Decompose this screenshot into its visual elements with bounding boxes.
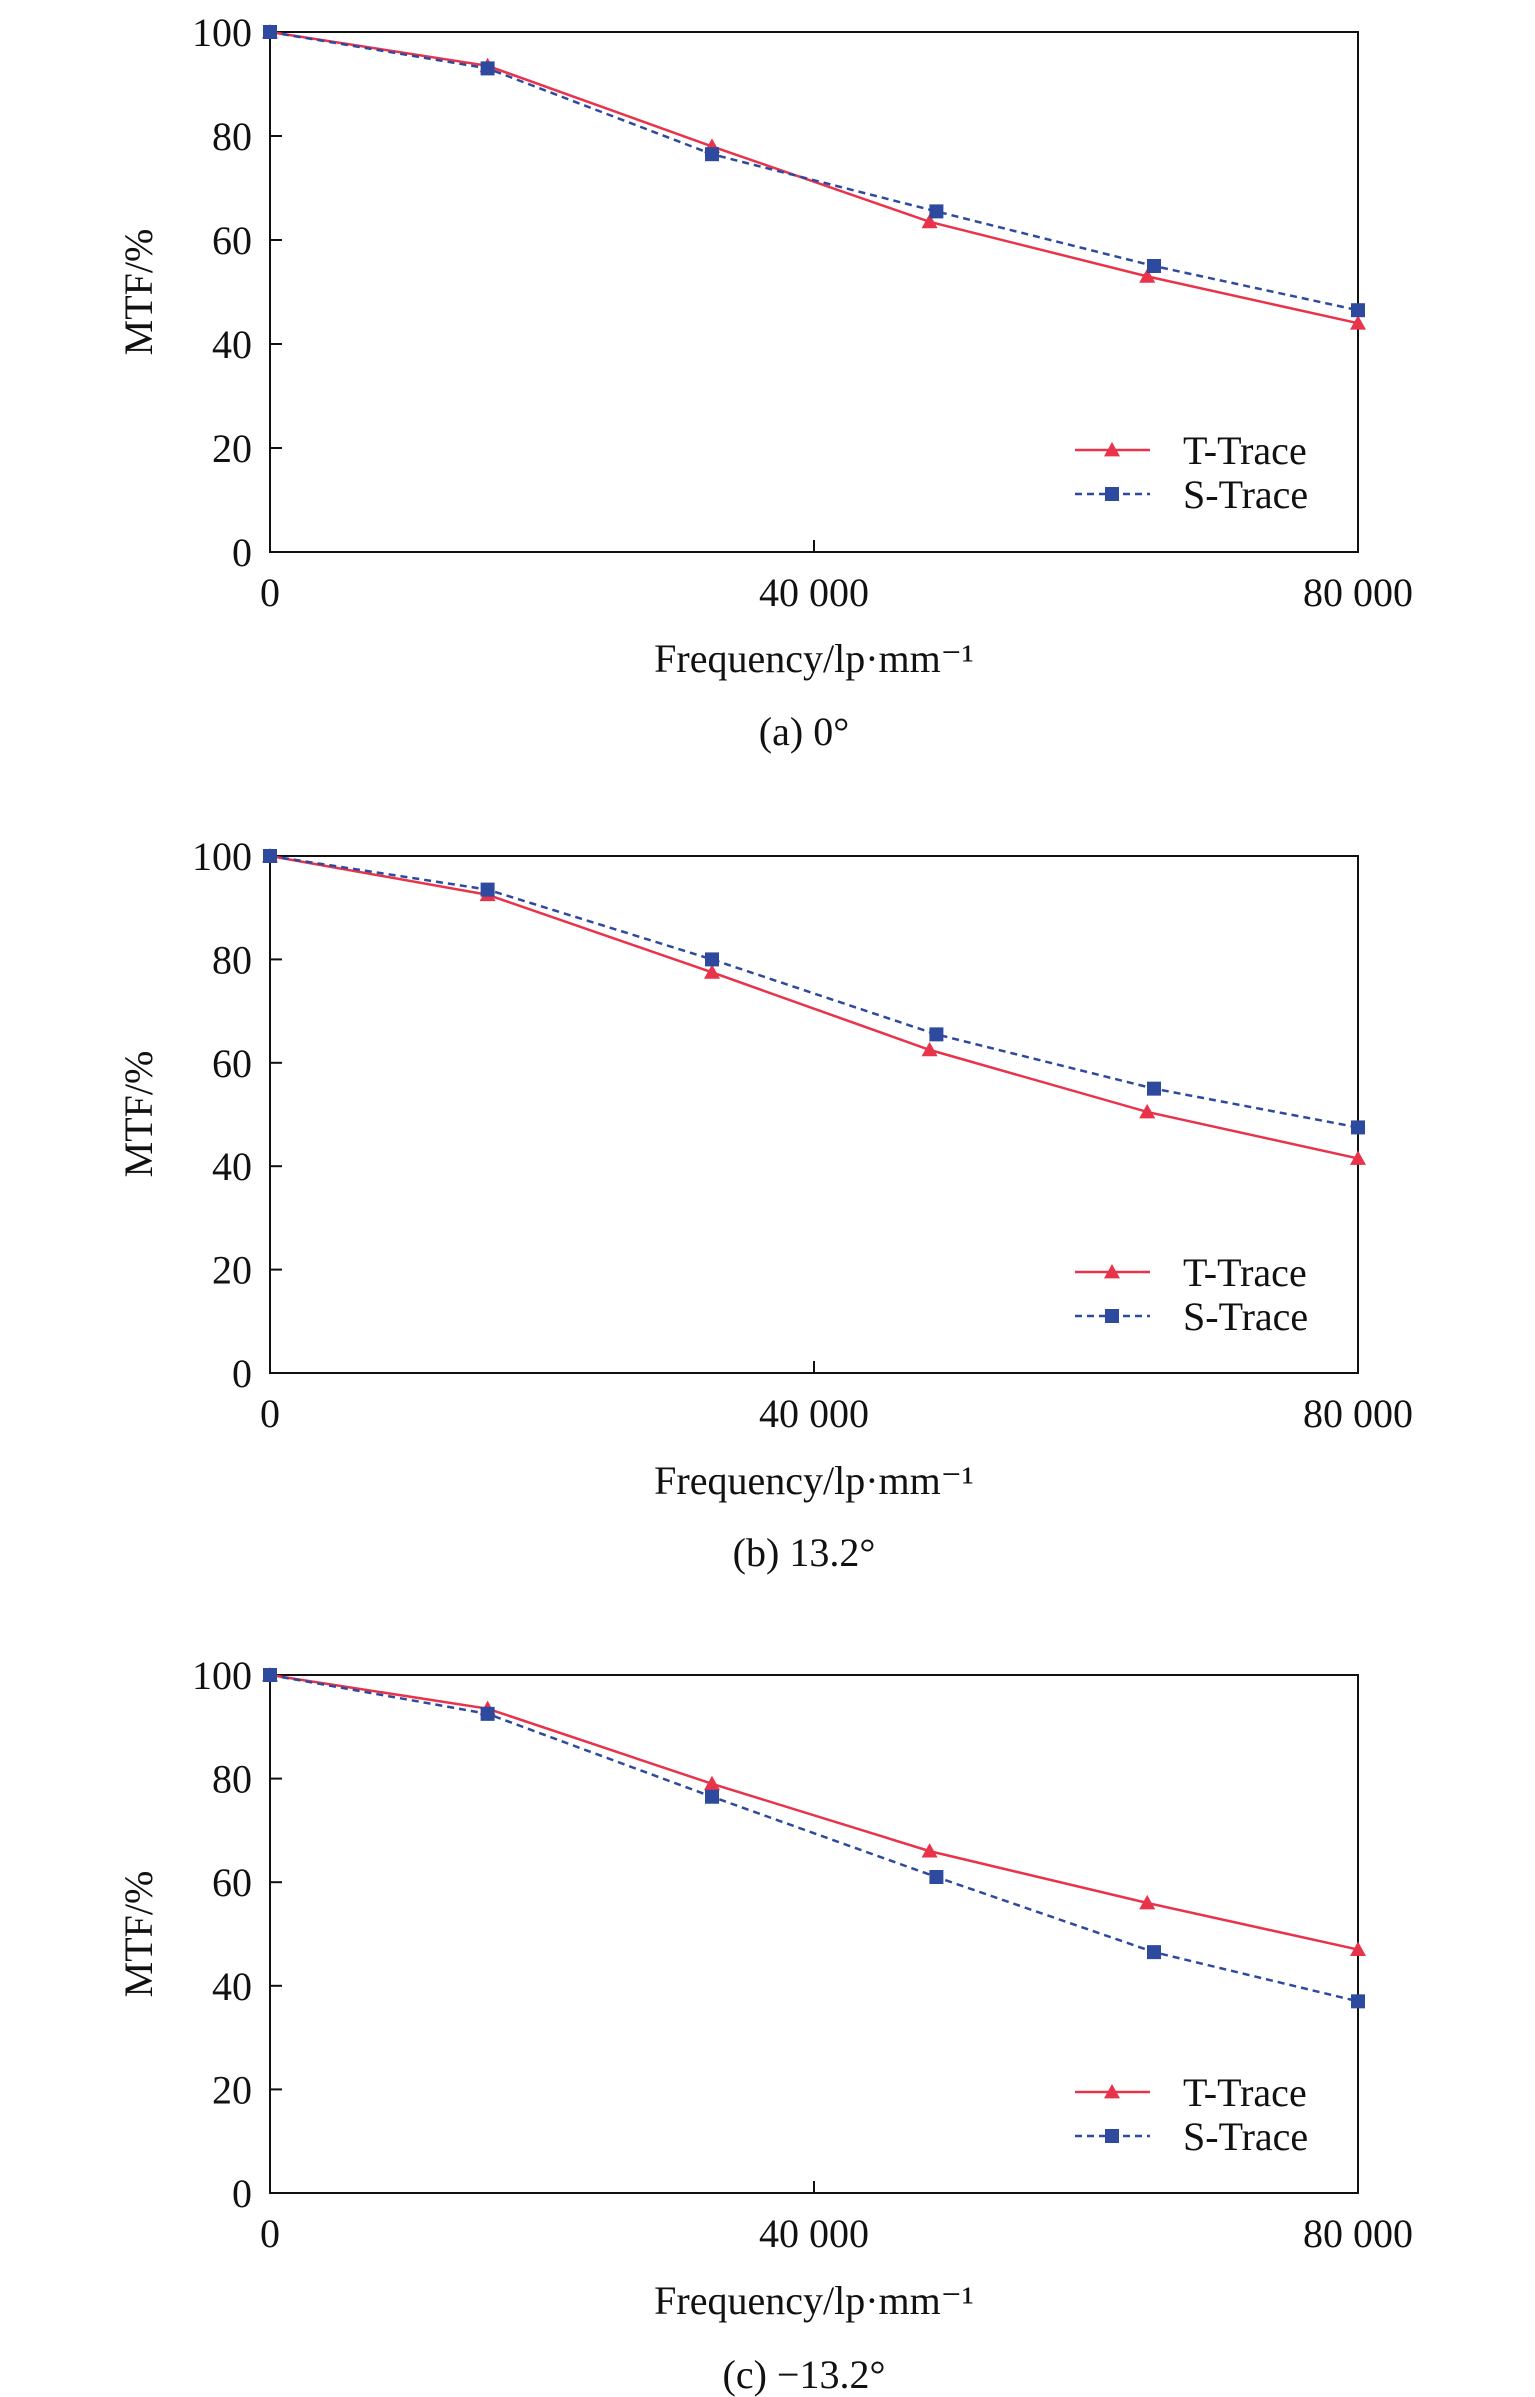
y-tick-label: 60 — [212, 218, 252, 263]
y-tick-label: 20 — [212, 426, 252, 471]
x-axis-label: Frequency/lp·mm⁻¹ — [654, 1458, 974, 1503]
y-tick-label: 100 — [192, 1653, 252, 1698]
chart-caption: (c) −13.2° — [723, 2352, 886, 2397]
y-tick-label: 100 — [192, 10, 252, 55]
y-tick-label: 80 — [212, 1757, 252, 1802]
y-tick-label: 60 — [212, 1860, 252, 1905]
data-point — [480, 1706, 495, 1721]
y-tick-label: 60 — [212, 1041, 252, 1086]
x-tick-label: 0 — [260, 1391, 280, 1436]
y-tick-label: 40 — [212, 322, 252, 367]
data-point — [263, 1668, 277, 1682]
legend-marker — [1105, 2129, 1119, 2143]
x-axis-label: Frequency/lp·mm⁻¹ — [654, 636, 974, 681]
data-point — [1350, 315, 1366, 330]
y-axis-label: MTF/% — [116, 1871, 161, 1998]
y-axis-label: MTF/% — [116, 1051, 161, 1178]
series-line — [269, 30, 1359, 312]
y-tick-label: 80 — [212, 114, 252, 159]
legend-label: S-Trace — [1183, 472, 1308, 517]
data-point — [1351, 1994, 1365, 2009]
data-point — [263, 849, 277, 863]
series-line — [269, 854, 1359, 1129]
y-tick-label: 0 — [232, 530, 252, 575]
series-t-trace — [262, 848, 1366, 1165]
legend-marker — [1104, 2084, 1120, 2099]
data-point — [929, 1027, 944, 1042]
x-tick-label: 40 000 — [759, 2211, 869, 2256]
data-point — [705, 147, 719, 162]
data-point — [705, 1789, 719, 1804]
series-s-trace — [263, 1668, 1365, 2009]
chart-caption: (a) 0° — [759, 709, 849, 754]
data-point — [1139, 268, 1156, 283]
x-tick-label: 0 — [260, 570, 280, 615]
legend-marker — [1105, 1309, 1119, 1323]
x-tick-label: 40 000 — [759, 1391, 869, 1436]
x-tick-label: 40 000 — [759, 570, 869, 615]
data-point — [1351, 303, 1365, 318]
chart-panel-2: 0 20 40 60 80 100 0 40 000 80 000 MTF/% Frequency/… — [116, 834, 1413, 1575]
data-point — [1350, 1150, 1366, 1165]
data-point — [929, 204, 944, 219]
y-tick-label: 0 — [232, 2171, 252, 2216]
legend-label: S-Trace — [1183, 2114, 1308, 2159]
data-point — [263, 25, 277, 39]
legend-label: T-Trace — [1183, 428, 1307, 473]
y-tick-label: 80 — [212, 937, 252, 982]
series-s-trace — [263, 849, 1365, 1135]
data-point — [480, 61, 495, 76]
data-point — [929, 1870, 944, 1885]
chart-caption: (b) 13.2° — [733, 1530, 876, 1575]
series-t-trace — [262, 1667, 1366, 1956]
data-point — [1147, 259, 1161, 273]
x-tick-label: 80 000 — [1303, 570, 1413, 615]
data-point — [921, 213, 938, 229]
series-line — [269, 854, 1359, 1160]
y-tick-label: 0 — [232, 1351, 252, 1396]
data-point — [704, 964, 720, 979]
series-line — [269, 1673, 1359, 2003]
data-point — [1351, 1120, 1365, 1135]
data-point — [1147, 1081, 1161, 1096]
data-point — [1350, 1941, 1366, 1956]
data-point — [480, 882, 495, 897]
series-t-trace — [262, 24, 1366, 330]
data-point — [1147, 1945, 1161, 1960]
legend-marker — [1105, 487, 1119, 501]
series-line — [269, 1673, 1359, 1951]
x-tick-label: 80 000 — [1303, 2211, 1413, 2256]
x-tick-label: 80 000 — [1303, 1391, 1413, 1436]
series-line — [269, 30, 1359, 325]
chart-panel-3: 0 20 40 60 80 100 0 40 000 80 000 MTF/% Frequency/… — [116, 1653, 1413, 2397]
data-point — [705, 952, 719, 967]
series-s-trace — [263, 25, 1365, 318]
y-tick-label: 20 — [212, 2067, 252, 2112]
y-tick-label: 100 — [192, 834, 252, 879]
y-axis-label: MTF/% — [116, 229, 161, 356]
data-point — [1139, 1894, 1156, 1910]
x-tick-label: 0 — [260, 2211, 280, 2256]
data-point — [921, 1041, 938, 1057]
data-point — [921, 1843, 938, 1858]
legend-label: T-Trace — [1183, 1250, 1307, 1295]
legend-label: S-Trace — [1183, 1294, 1308, 1339]
legend-marker — [1104, 442, 1120, 457]
y-tick-label: 40 — [212, 1144, 252, 1189]
legend-marker — [1104, 1264, 1120, 1279]
y-tick-label: 20 — [212, 1248, 252, 1293]
data-point — [704, 1775, 720, 1791]
chart-panel-1: 0 20 40 60 80 100 0 40 000 80 000 MTF/% Frequency/… — [116, 10, 1413, 754]
legend-label: T-Trace — [1183, 2070, 1307, 2115]
y-tick-label: 40 — [212, 1964, 252, 2009]
x-axis-label: Frequency/lp·mm⁻¹ — [654, 2278, 974, 2323]
data-point — [1139, 1103, 1156, 1119]
